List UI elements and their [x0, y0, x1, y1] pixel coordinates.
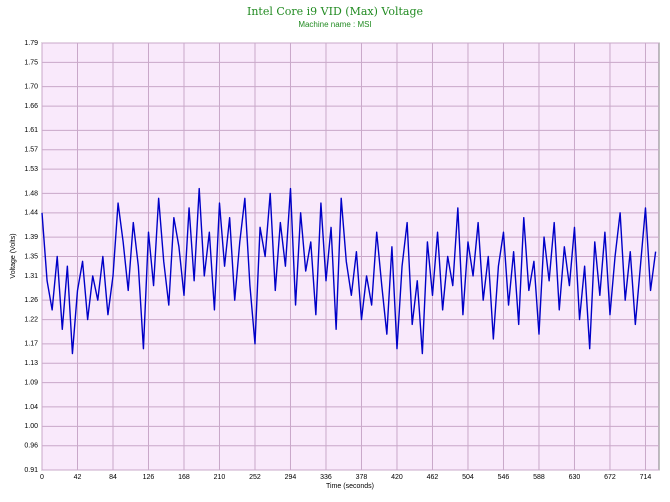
x-tick-label: 630: [569, 474, 581, 481]
x-tick-label: 0: [40, 474, 44, 481]
x-tick-label: 84: [109, 474, 117, 481]
x-tick-label: 462: [427, 474, 439, 481]
x-tick-label: 378: [356, 474, 368, 481]
x-tick-label: 546: [498, 474, 510, 481]
x-tick-label: 504: [462, 474, 474, 481]
chart-title: Intel Core i9 VID (Max) Voltage: [247, 5, 423, 18]
y-tick-label: 1.61: [24, 127, 38, 134]
y-tick-label: 1.09: [24, 380, 38, 387]
x-tick-label: 672: [604, 474, 616, 481]
y-tick-label: 1.44: [24, 210, 38, 217]
y-tick-label: 1.79: [24, 40, 38, 47]
data-line: [41, 187, 657, 355]
y-axis-label: Voltage (Volts): [10, 233, 17, 278]
x-tick-label: 588: [533, 474, 545, 481]
x-tick-label: 126: [143, 474, 155, 481]
y-tick-label: 1.57: [24, 147, 38, 154]
y-tick-label: 1.66: [24, 103, 38, 110]
y-tick-label: 1.00: [24, 423, 38, 430]
y-tick-label: 0.96: [24, 443, 38, 450]
y-tick-label: 1.75: [24, 59, 38, 66]
y-tick-label: 1.48: [24, 190, 38, 197]
y-tick-label: 1.22: [24, 316, 38, 323]
x-tick-label: 42: [74, 474, 82, 481]
x-tick-label: 210: [214, 474, 226, 481]
x-tick-label: 336: [320, 474, 332, 481]
x-tick-label: 294: [285, 474, 297, 481]
y-tick-label: 1.26: [24, 297, 38, 304]
x-tick-label: 168: [178, 474, 190, 481]
y-tick-label: 1.35: [24, 253, 38, 260]
y-tick-label: 1.13: [24, 360, 38, 367]
x-tick-label: 714: [640, 474, 652, 481]
y-tick-label: 1.53: [24, 166, 38, 173]
x-tick-label: 252: [249, 474, 261, 481]
y-tick-label: 1.04: [24, 404, 38, 411]
y-tick-label: 1.31: [24, 273, 38, 280]
x-tick-label: 420: [391, 474, 403, 481]
y-tick-label: 1.17: [24, 341, 38, 348]
y-tick-label: 1.39: [24, 234, 38, 241]
y-tick-label: 1.70: [24, 84, 38, 91]
x-axis-label: Time (seconds): [326, 483, 374, 490]
y-tick-label: 0.91: [24, 467, 38, 474]
chart-subtitle: Machine name : MSI: [298, 20, 371, 29]
